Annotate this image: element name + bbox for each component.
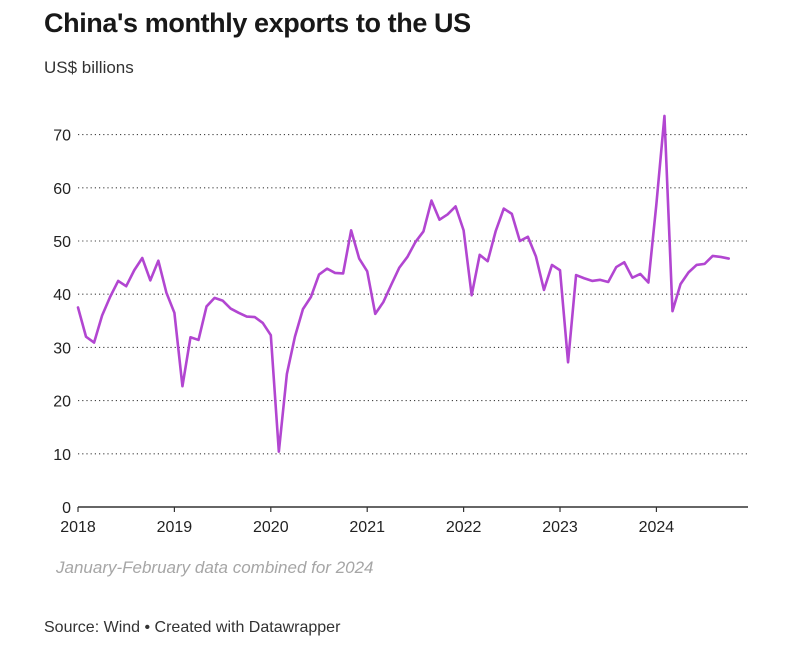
chart-title: China's monthly exports to the US — [44, 8, 471, 38]
x-axis-ticks: 2018 2019 2020 2021 2022 2023 2024 — [60, 507, 674, 536]
y-tick-label: 30 — [53, 340, 71, 357]
chart-source: Source: Wind • Created with Datawrapper — [44, 619, 341, 636]
series-layer — [76, 114, 731, 453]
y-tick-label: 70 — [53, 128, 71, 145]
x-tick-label: 2019 — [157, 519, 193, 536]
gridlines — [78, 134, 748, 508]
chart-subtitle: US$ billions — [44, 58, 134, 77]
y-tick-label: 40 — [53, 287, 71, 304]
y-tick-label: 60 — [53, 181, 71, 198]
y-tick-label: 20 — [53, 394, 71, 411]
series-line-0 — [76, 114, 731, 453]
x-tick-label: 2024 — [639, 519, 675, 536]
x-tick-label: 2018 — [60, 519, 96, 536]
x-tick-label: 2022 — [446, 519, 482, 536]
x-tick-label: 2023 — [542, 519, 578, 536]
x-tick-label: 2020 — [253, 519, 289, 536]
y-tick-label: 10 — [53, 447, 71, 464]
y-tick-label: 50 — [53, 234, 71, 251]
chart-note: January-February data combined for 2024 — [56, 558, 374, 577]
x-tick-label: 2021 — [349, 519, 385, 536]
y-axis-ticks: 0 10 20 30 40 50 60 70 — [53, 128, 71, 517]
y-tick-label: 0 — [62, 500, 71, 517]
